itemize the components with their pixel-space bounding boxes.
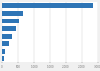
Bar bbox=[2, 3, 93, 8]
Bar bbox=[2, 26, 16, 31]
Bar bbox=[2, 49, 5, 54]
Bar bbox=[2, 56, 4, 61]
Bar bbox=[2, 19, 19, 23]
Bar bbox=[2, 34, 12, 39]
Bar bbox=[2, 41, 9, 46]
Bar bbox=[2, 11, 23, 16]
